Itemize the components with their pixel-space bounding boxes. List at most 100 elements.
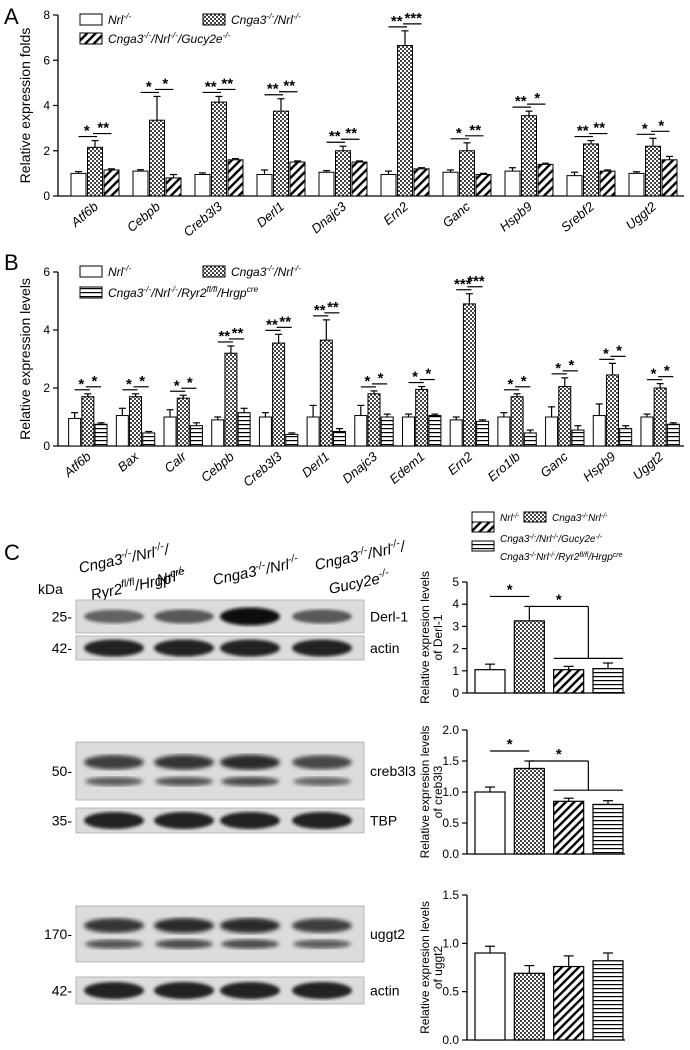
text-part: /Ryr2 (177, 286, 207, 300)
significance-label: * (174, 377, 180, 394)
bar (592, 415, 606, 447)
category-label: Ern2 (445, 448, 476, 478)
text-part: /Nrl (273, 13, 293, 27)
significance-label: * (162, 75, 168, 92)
bar (256, 174, 273, 197)
bar (237, 412, 251, 447)
bar (513, 767, 545, 855)
blot-lane-header: Ryr2fl/fl/Hrgpcre (89, 565, 187, 604)
bar (165, 177, 182, 197)
text-part: /Nrl (129, 544, 157, 566)
text-superscript: -/- (170, 284, 178, 294)
blot-band (85, 939, 143, 949)
blot-band (84, 982, 144, 999)
text-superscript: -/- (120, 547, 133, 561)
blot-band (155, 939, 213, 949)
legend-swatch (471, 540, 495, 552)
legend-swatch (202, 13, 226, 26)
blot-kda-marker: 42- (52, 640, 73, 656)
category-label: Dnajc3 (339, 448, 380, 486)
significance-label: ** (515, 93, 527, 110)
significance-label: ** (345, 125, 357, 142)
bar (81, 396, 95, 447)
bar (132, 170, 149, 197)
text-part: Cnga3 (552, 513, 582, 524)
bar (258, 416, 272, 447)
category-label: Dnajc3 (308, 198, 349, 236)
y-tick-label: 0.5 (442, 816, 459, 830)
text-superscript: -/- (377, 566, 390, 580)
text-superscript: -/- (170, 30, 178, 40)
significance-label: ** (218, 328, 230, 345)
bar (68, 417, 82, 447)
text-superscript: cre (613, 552, 623, 559)
text-part: /Nrl (263, 556, 291, 578)
category-label: Hspb9 (497, 199, 535, 235)
blot-band (221, 939, 279, 949)
blot-lane-header: Cnga3-/-/Nrl-/-/ (313, 536, 408, 574)
significance-label: * (568, 357, 574, 374)
significance-label: * (651, 366, 657, 383)
text-superscript: -/- (389, 537, 402, 551)
significance-label: * (555, 360, 561, 377)
bar (592, 960, 624, 1041)
text-superscript: -/- (549, 552, 556, 559)
legend-swatch (471, 511, 495, 523)
blot-band (84, 812, 144, 829)
blot-lane-header: Gucy2e-/- (327, 566, 392, 597)
text-part: Nrl (588, 513, 602, 524)
bar (474, 669, 506, 694)
y-axis-subtitle: of Derl-1 (431, 614, 445, 660)
bar (176, 397, 190, 447)
legend-label: Cnga3-/-/Nrl-/-/Gucy2e-/- (500, 534, 603, 546)
bar (194, 174, 211, 197)
legend-label: Cnga3-/-/Nrl-/-/Ryr2fl/fl/Hrgpcre (108, 284, 259, 300)
blot-lane-header: Nrl-/- (155, 564, 188, 589)
significance-label: * (507, 581, 513, 598)
kda-label: kDa (38, 581, 63, 597)
category-label: Calr (161, 448, 189, 475)
bar (163, 416, 177, 447)
text-superscript: fl/fl (120, 576, 136, 591)
significance-label: ** (314, 302, 326, 319)
y-tick-label: 0 (452, 686, 459, 700)
significance-label: ** (266, 316, 278, 333)
y-tick-label: 6 (43, 53, 50, 67)
y-axis-title: Relative expresion levels (418, 571, 432, 704)
significance-label: * (84, 123, 90, 140)
blot-protein-label: actin (370, 983, 400, 999)
bar (70, 172, 87, 197)
bar (459, 150, 475, 197)
y-tick-label: 2 (452, 642, 459, 656)
significance-label: * (364, 373, 370, 390)
bar (224, 352, 238, 447)
legend-label: Cnga3-/-/Nrl-/- (231, 11, 301, 27)
bar (129, 396, 143, 447)
text-superscript: -/- (601, 513, 608, 520)
significance-label: * (187, 374, 193, 391)
significance-label: * (139, 373, 145, 390)
text-part: Cnga3 (77, 551, 124, 577)
bar (605, 374, 619, 447)
bar (666, 423, 680, 447)
bar (571, 429, 585, 447)
text-part: Cnga3 (231, 13, 267, 27)
category-label: Cebpb (124, 199, 163, 235)
bar (513, 972, 545, 1041)
category-label: Hspb9 (580, 449, 618, 485)
bar (318, 171, 335, 197)
y-tick-label: 2 (43, 381, 50, 395)
significance-label: * (78, 376, 84, 393)
legend-label: Nrl-/- (500, 513, 520, 525)
bar (553, 965, 585, 1041)
category-label: Ganc (537, 448, 571, 480)
significance-label: * (92, 373, 98, 390)
category-label: Edem1 (386, 449, 427, 487)
panel-letter-a: A (4, 4, 19, 29)
bar (142, 432, 156, 447)
text-part: Nrl (108, 265, 124, 279)
significance-label: * (658, 117, 664, 134)
bar (523, 432, 537, 447)
text-superscript: -/- (174, 564, 187, 578)
blot-kda-marker: 170- (44, 926, 72, 942)
